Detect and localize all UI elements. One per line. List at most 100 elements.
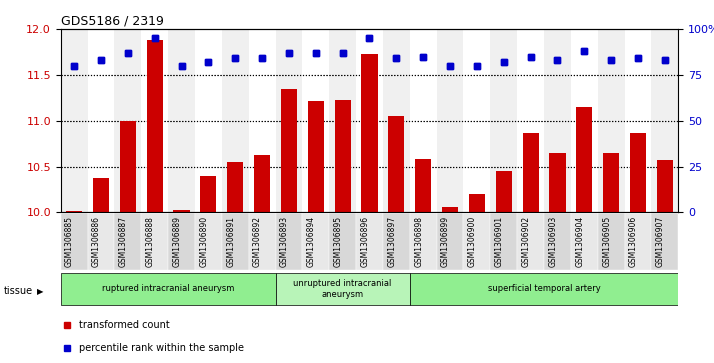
- Bar: [146, 40, 163, 212]
- Bar: [66, 211, 82, 212]
- Text: GSM1306901: GSM1306901: [495, 216, 504, 267]
- Bar: [168, 29, 195, 212]
- Bar: [549, 153, 565, 212]
- Text: GDS5186 / 2319: GDS5186 / 2319: [61, 15, 164, 28]
- Text: GSM1306902: GSM1306902: [522, 216, 531, 267]
- Bar: [168, 213, 195, 270]
- Bar: [222, 213, 248, 270]
- Text: GSM1306886: GSM1306886: [92, 216, 101, 267]
- Text: GSM1306899: GSM1306899: [441, 216, 450, 267]
- Bar: [195, 213, 222, 270]
- Text: percentile rank within the sample: percentile rank within the sample: [79, 343, 244, 352]
- Bar: [517, 29, 544, 212]
- Text: GSM1306896: GSM1306896: [361, 216, 370, 267]
- Bar: [544, 29, 571, 212]
- Bar: [437, 213, 463, 270]
- Bar: [361, 54, 378, 212]
- Text: GSM1306895: GSM1306895: [333, 216, 343, 267]
- Bar: [356, 29, 383, 212]
- Text: GSM1306897: GSM1306897: [388, 216, 396, 267]
- FancyBboxPatch shape: [410, 273, 678, 305]
- Bar: [415, 159, 431, 212]
- Bar: [146, 40, 163, 212]
- Bar: [120, 121, 136, 212]
- Bar: [463, 29, 491, 212]
- Bar: [61, 213, 88, 270]
- Bar: [201, 176, 216, 212]
- Text: GSM1306887: GSM1306887: [119, 216, 128, 267]
- Bar: [651, 213, 678, 270]
- Text: GSM1306891: GSM1306891: [226, 216, 235, 267]
- Text: GSM1306893: GSM1306893: [280, 216, 289, 267]
- Text: GSM1306898: GSM1306898: [414, 216, 423, 267]
- Bar: [410, 29, 437, 212]
- Bar: [463, 213, 491, 270]
- Bar: [93, 179, 109, 212]
- Bar: [523, 132, 538, 212]
- Text: GSM1306892: GSM1306892: [253, 216, 262, 267]
- Bar: [308, 101, 324, 212]
- Bar: [571, 213, 598, 270]
- Bar: [195, 29, 222, 212]
- Text: ruptured intracranial aneurysm: ruptured intracranial aneurysm: [102, 285, 234, 293]
- Bar: [549, 153, 565, 212]
- Bar: [356, 213, 383, 270]
- Text: ▶: ▶: [37, 287, 44, 295]
- Bar: [576, 107, 593, 212]
- Bar: [603, 153, 619, 212]
- Text: GSM1306885: GSM1306885: [65, 216, 74, 267]
- Bar: [388, 116, 404, 212]
- Bar: [410, 213, 437, 270]
- Bar: [361, 54, 378, 212]
- Bar: [442, 207, 458, 212]
- Text: GSM1306907: GSM1306907: [656, 216, 665, 267]
- Bar: [625, 29, 651, 212]
- Text: GSM1306890: GSM1306890: [199, 216, 208, 267]
- Bar: [302, 213, 329, 270]
- Bar: [66, 211, 82, 212]
- Bar: [281, 89, 297, 212]
- Text: unruptured intracranial
aneurysm: unruptured intracranial aneurysm: [293, 279, 392, 299]
- Bar: [630, 132, 646, 212]
- Bar: [469, 194, 485, 212]
- Bar: [248, 213, 276, 270]
- Bar: [120, 121, 136, 212]
- Bar: [651, 29, 678, 212]
- Bar: [88, 29, 114, 212]
- Bar: [93, 179, 109, 212]
- Bar: [383, 213, 410, 270]
- Bar: [603, 153, 619, 212]
- Bar: [335, 99, 351, 212]
- Bar: [491, 29, 517, 212]
- Text: GSM1306904: GSM1306904: [575, 216, 584, 267]
- Bar: [281, 89, 297, 212]
- Text: GSM1306905: GSM1306905: [602, 216, 611, 267]
- Bar: [625, 213, 651, 270]
- Bar: [496, 171, 512, 212]
- Bar: [114, 29, 141, 212]
- Text: superficial temporal artery: superficial temporal artery: [488, 285, 600, 293]
- Bar: [254, 155, 270, 212]
- Bar: [141, 213, 168, 270]
- FancyBboxPatch shape: [61, 273, 276, 305]
- Text: GSM1306894: GSM1306894: [307, 216, 316, 267]
- Text: GSM1306889: GSM1306889: [173, 216, 181, 267]
- Bar: [329, 29, 356, 212]
- Bar: [388, 116, 404, 212]
- Bar: [276, 213, 302, 270]
- Bar: [174, 209, 190, 212]
- FancyBboxPatch shape: [276, 273, 410, 305]
- Bar: [523, 132, 538, 212]
- Bar: [657, 160, 673, 212]
- Bar: [496, 171, 512, 212]
- Text: GSM1306900: GSM1306900: [468, 216, 477, 267]
- Bar: [335, 99, 351, 212]
- Bar: [598, 29, 625, 212]
- Text: GSM1306903: GSM1306903: [548, 216, 558, 267]
- Bar: [544, 213, 571, 270]
- Bar: [598, 213, 625, 270]
- Bar: [308, 101, 324, 212]
- Bar: [329, 213, 356, 270]
- Bar: [88, 213, 114, 270]
- Bar: [174, 209, 190, 212]
